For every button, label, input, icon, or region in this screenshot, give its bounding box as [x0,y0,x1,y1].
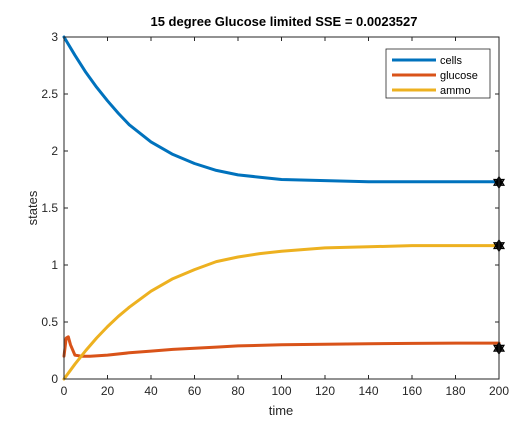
y-tick-label: 2.5 [41,87,58,101]
legend-item-cells: cells [392,55,463,67]
legend-item-ammo: ammo [392,85,471,97]
y-tick-label: 0.5 [41,315,58,329]
series-line-ammo [62,244,501,381]
legend: cells glucose ammo [385,48,491,99]
x-tick-label: 40 [144,384,158,398]
y-tick-label: 1.5 [41,201,58,215]
x-tick-label: 200 [489,384,509,398]
x-tick-label: 60 [188,384,202,398]
legend-label: ammo [440,85,471,97]
y-tick-label: 3 [51,30,58,44]
y-tick-label: 0 [51,372,58,386]
series-line-cells [62,35,501,184]
series-line-glucose [62,335,501,358]
x-tick-label: 120 [315,384,335,398]
x-axis-label: time [269,403,294,418]
x-tick-label: 20 [101,384,115,398]
legend-item-glucose: glucose [392,70,478,82]
x-tick-label: 0 [61,384,68,398]
x-axis: 0 20 40 60 80 100 120 140 160 180 200 [61,37,509,398]
x-tick-label: 100 [271,384,291,398]
series-layer [62,35,501,381]
legend-label: cells [440,55,463,67]
x-tick-label: 140 [358,384,378,398]
y-axis-label: states [25,190,40,225]
y-tick-label: 2 [51,144,58,158]
legend-label: glucose [440,70,478,82]
chart-title: 15 degree Glucose limited SSE = 0.002352… [150,14,417,29]
y-tick-label: 1 [51,258,58,272]
x-tick-label: 160 [402,384,422,398]
x-tick-label: 180 [445,384,465,398]
x-tick-label: 80 [231,384,245,398]
y-axis: 0 0.5 1 1.5 2 2.5 3 [41,30,499,386]
